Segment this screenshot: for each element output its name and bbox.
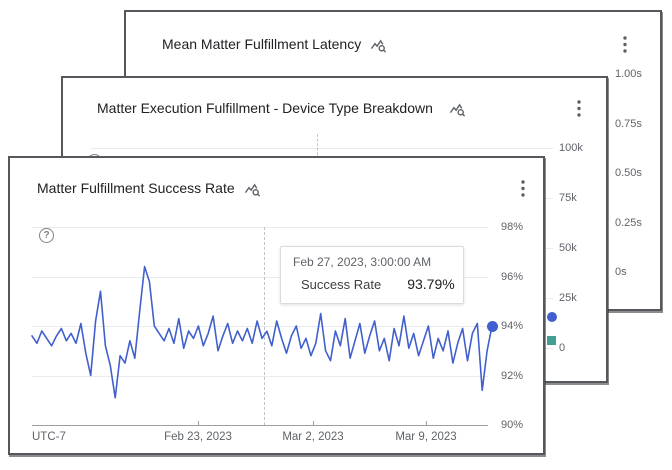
- more-vert-icon[interactable]: [571, 99, 587, 119]
- success-rate-line: [31, 265, 493, 399]
- x-axis-tick: [313, 421, 314, 425]
- card-title-success-rate: Matter Fulfillment Success Rate: [37, 180, 235, 196]
- more-vert-icon[interactable]: [617, 35, 633, 55]
- y-axis-tick-label: 92%: [501, 369, 524, 382]
- timezone-label: UTC-7: [32, 431, 66, 443]
- y-axis-tick-label: 0s: [615, 266, 627, 278]
- series-end-marker-teal: [547, 336, 556, 345]
- query-stats-icon[interactable]: [244, 182, 261, 199]
- latest-value-dot: [487, 320, 498, 332]
- y-axis-tick-label: 98%: [501, 221, 524, 233]
- y-axis-tick-label: 1.00s: [615, 68, 642, 80]
- chart-card-success-rate: Matter Fulfillment Success Rate ? 98% 96%…: [8, 156, 545, 455]
- y-axis-tick-label: 0.25s: [615, 216, 642, 229]
- card-title-device-breakdown: Matter Execution Fulfillment - Device Ty…: [97, 100, 433, 116]
- more-vert-icon[interactable]: [515, 179, 531, 199]
- x-axis-tick-label: Feb 23, 2023: [164, 431, 232, 443]
- series-end-marker-blue: [547, 312, 557, 322]
- y-axis-tick-label: 0.75s: [615, 117, 642, 130]
- x-axis-tick-label: Mar 2, 2023: [282, 431, 344, 443]
- y-axis-tick-label: 0.50s: [615, 167, 642, 179]
- x-axis-tick-label: Mar 9, 2023: [395, 431, 457, 443]
- y-axis-tick-label: 0: [559, 342, 566, 354]
- y-axis-tick-label: 100k: [559, 142, 583, 154]
- x-axis-line: [32, 425, 488, 426]
- y-axis-tick-label: 75k: [559, 192, 577, 204]
- tooltip-timestamp: Feb 27, 2023, 3:00:00 AM: [293, 255, 432, 269]
- y-axis-tick-label: 90%: [501, 419, 524, 431]
- gridline: [32, 227, 488, 228]
- tooltip-value: 93.79%: [407, 276, 455, 292]
- x-axis-tick: [426, 421, 427, 425]
- y-axis-tick-label: 96%: [501, 270, 524, 283]
- help-icon[interactable]: ?: [39, 228, 54, 243]
- gridline: [91, 148, 553, 149]
- tooltip-series-label: Success Rate: [301, 276, 382, 292]
- query-stats-icon[interactable]: [370, 38, 387, 55]
- x-axis-tick: [198, 421, 199, 425]
- hover-crosshair: [264, 227, 265, 425]
- card-title-mean-latency: Mean Matter Fulfillment Latency: [162, 36, 362, 52]
- y-axis-tick-label: 50k: [559, 242, 577, 254]
- y-axis-tick-label: 94%: [501, 320, 524, 332]
- gridline: [32, 326, 488, 327]
- hover-crosshair: [317, 134, 318, 160]
- y-axis-tick-label: 25k: [559, 292, 577, 304]
- gridline: [32, 375, 488, 377]
- chart-tooltip: Feb 27, 2023, 3:00:00 AM Success Rate 93…: [280, 246, 464, 304]
- gridline: [32, 276, 488, 278]
- query-stats-icon[interactable]: [449, 102, 466, 119]
